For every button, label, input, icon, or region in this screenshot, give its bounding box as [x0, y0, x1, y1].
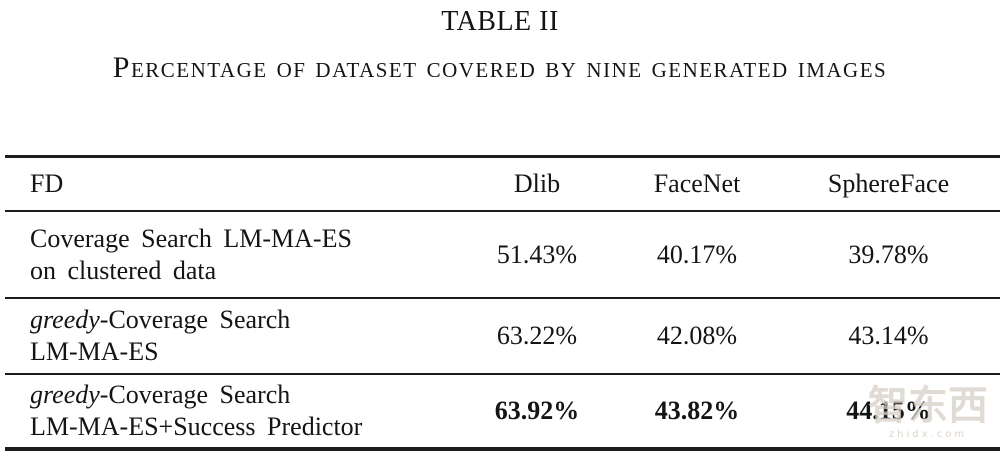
- value-dlib: 51.43%: [496, 239, 578, 269]
- method-label-italic: greedy: [30, 305, 100, 334]
- method-label-line1: greedy-Coverage Search: [30, 304, 457, 336]
- column-header-facenet: FaceNet: [653, 169, 741, 198]
- method-label-line2: LM-MA-ES: [30, 337, 159, 366]
- method-label: greedy-Coverage Search LM-MA-ES: [5, 304, 457, 368]
- value-sphereface: 39.78%: [848, 239, 929, 269]
- value-sphereface: 44.15%: [846, 396, 931, 425]
- value-sphereface: 43.14%: [848, 321, 929, 350]
- column-header-dlib: Dlib: [513, 169, 561, 198]
- value-facenet: 43.82%: [654, 396, 740, 425]
- column-header-fd: FD: [30, 169, 64, 198]
- value-facenet: 42.08%: [656, 321, 738, 350]
- method-label-line2: on clustered data: [30, 255, 217, 285]
- table-header-row: FD Dlib FaceNet SphereFace: [5, 158, 1000, 212]
- method-label-rest: Coverage Search LM-MA-ES: [30, 223, 352, 253]
- method-label: Coverage Search LM-MA-ES on clustered da…: [5, 223, 457, 287]
- method-label-line1: greedy-Coverage Search: [30, 379, 457, 411]
- table-caption-text: Percentage of dataset covered by nine ge…: [112, 51, 888, 84]
- column-header-sphereface: SphereFace: [827, 169, 950, 198]
- table-row: greedy-Coverage Search LM-MA-ES 63.22% 4…: [5, 299, 1000, 375]
- method-label-rest: -Coverage Search: [99, 305, 291, 334]
- method-label-line2: LM-MA-ES+Success Predictor: [30, 412, 363, 441]
- results-table: FD Dlib FaceNet SphereFace Coverage Sear…: [5, 155, 1000, 451]
- method-label-line1: Coverage Search LM-MA-ES: [30, 223, 457, 255]
- method-label-rest: -Coverage Search: [99, 380, 291, 409]
- table-caption-number: TABLE II: [441, 6, 559, 37]
- value-dlib: 63.22%: [496, 321, 578, 350]
- method-label: greedy-Coverage Search LM-MA-ES+Success …: [5, 379, 457, 443]
- value-dlib: 63.92%: [494, 396, 580, 425]
- value-facenet: 40.17%: [656, 239, 738, 269]
- table-caption: TABLE II Percentage of dataset covered b…: [0, 0, 1000, 85]
- method-label-italic: greedy: [30, 380, 100, 409]
- table-row: Coverage Search LM-MA-ES on clustered da…: [5, 212, 1000, 299]
- table-row: greedy-Coverage Search LM-MA-ES+Success …: [5, 375, 1000, 447]
